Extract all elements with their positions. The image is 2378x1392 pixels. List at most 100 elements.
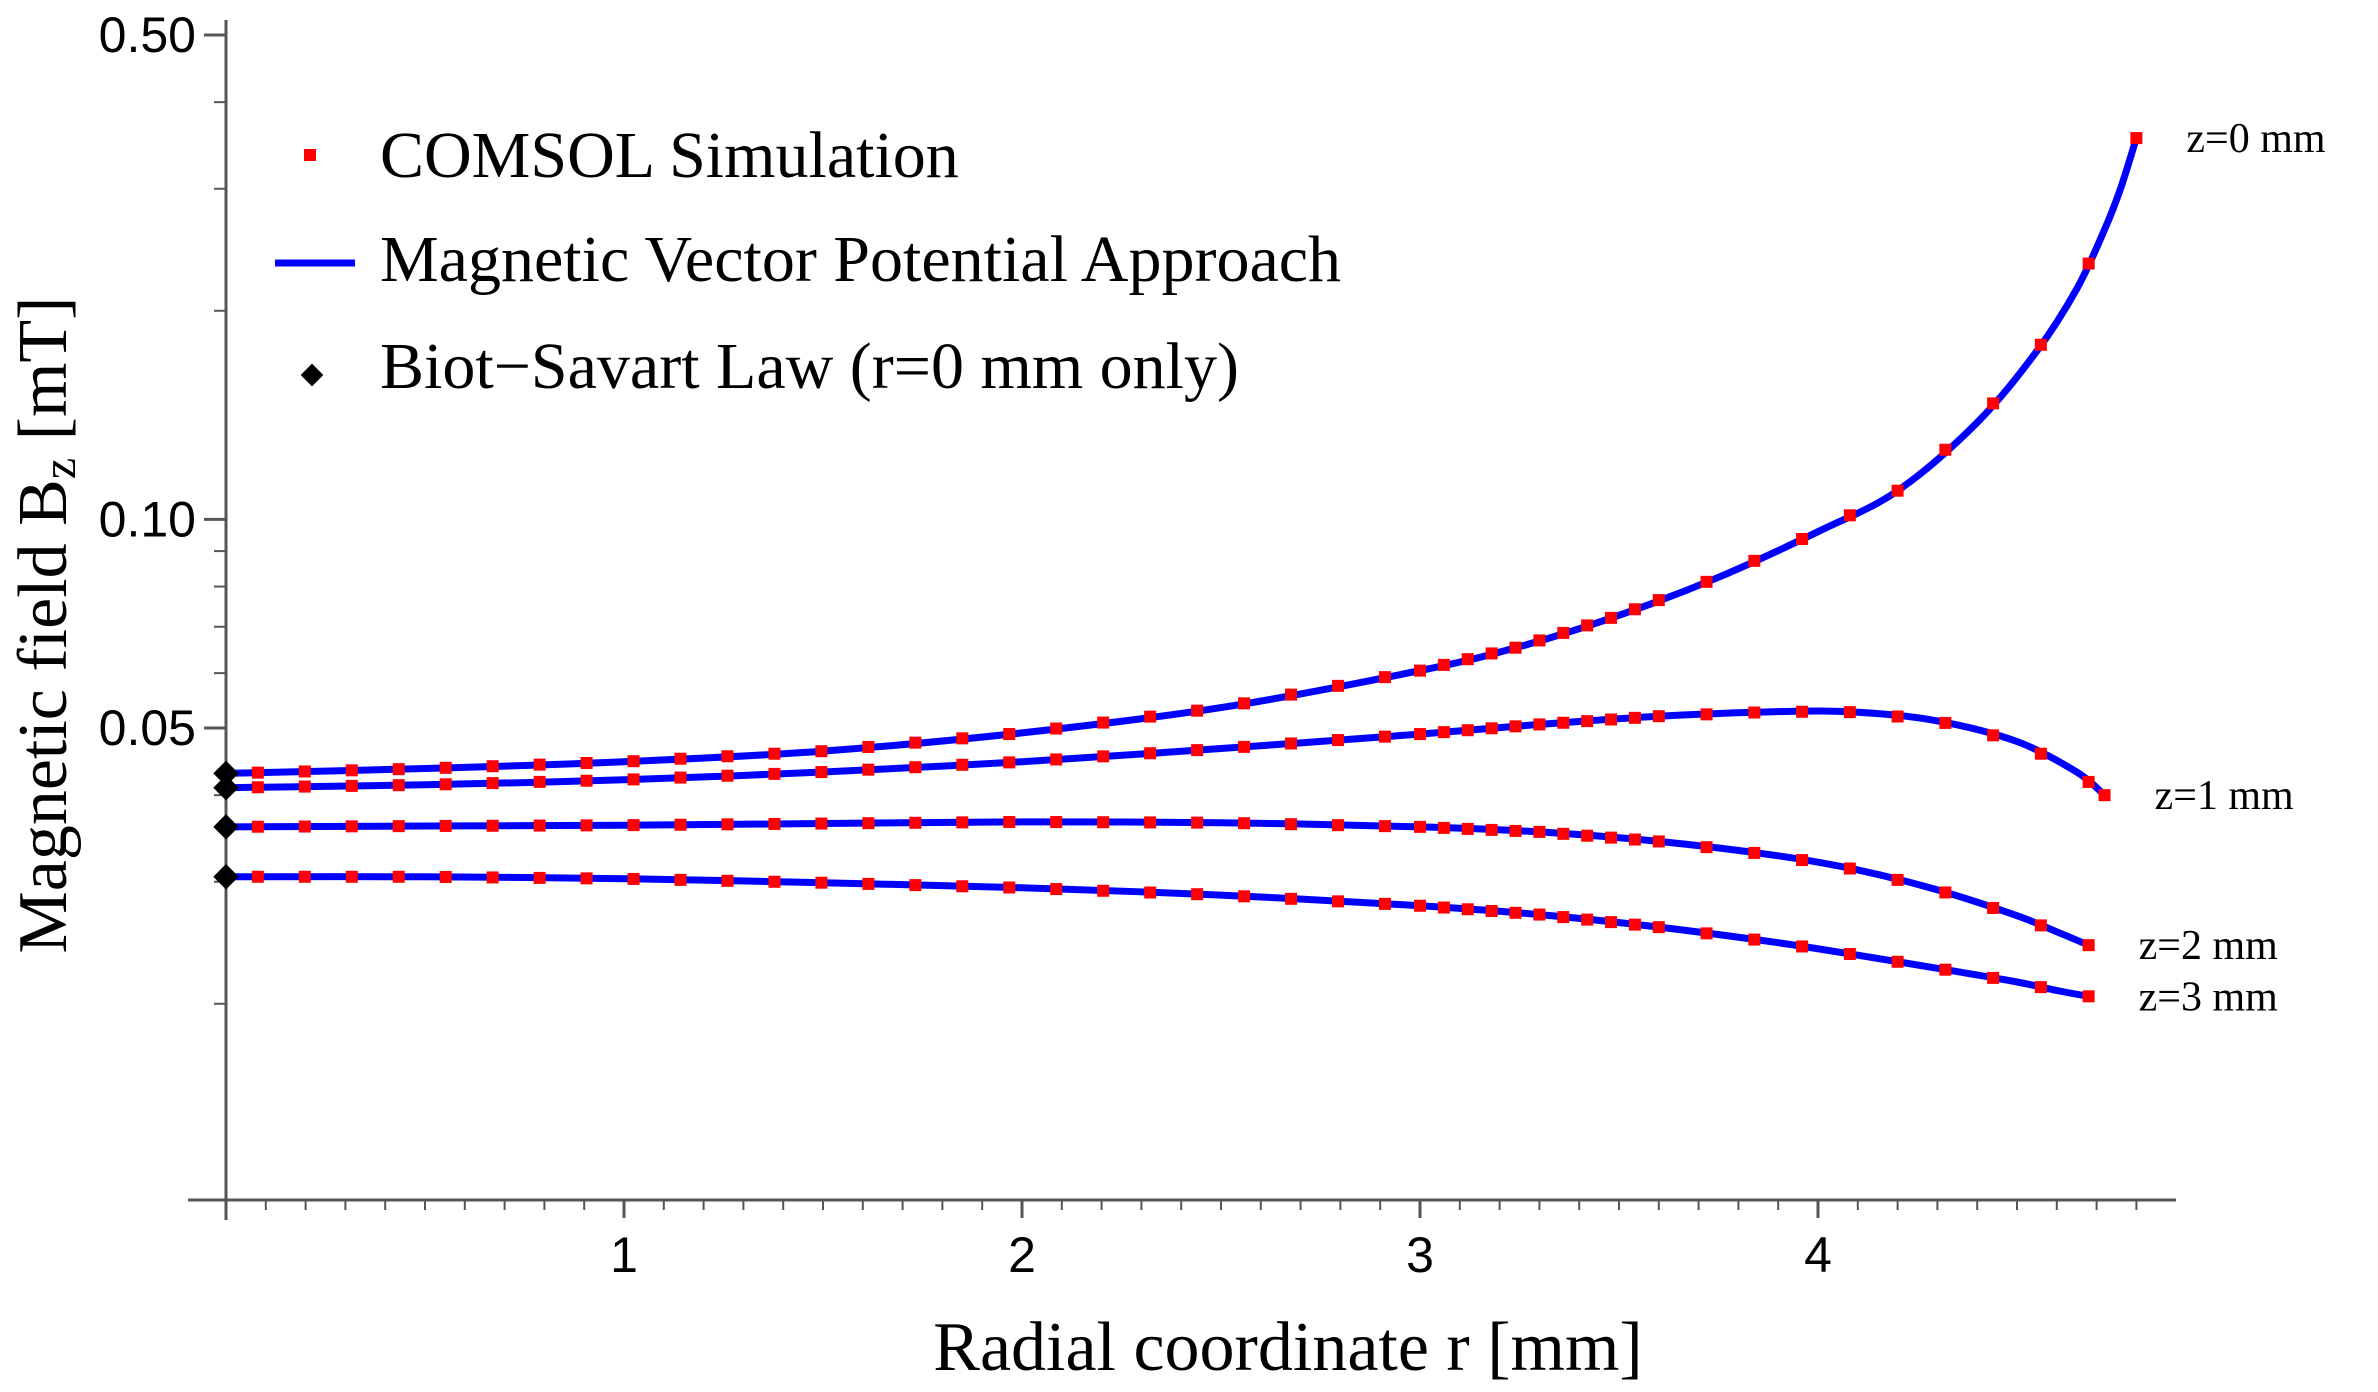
comsol-point <box>1097 884 1110 897</box>
comsol-point <box>1700 927 1713 940</box>
comsol-point <box>345 870 358 883</box>
comsol-point <box>1485 823 1498 836</box>
comsol-point <box>2082 775 2095 788</box>
comsol-point <box>1509 906 1522 919</box>
comsol-point <box>1700 841 1713 854</box>
comsol-point <box>909 761 922 774</box>
comsol-point <box>674 818 687 831</box>
comsol-point <box>862 877 875 890</box>
legend-biot-marker <box>300 363 324 387</box>
comsol-point <box>1144 886 1157 899</box>
comsol-point <box>580 819 593 832</box>
comsol-point <box>1509 824 1522 837</box>
comsol-point <box>627 773 640 786</box>
curve-labels: z=0 mm z=1 mm z=2 mm z=3 mm <box>2139 116 2326 1020</box>
y-tick-label: 0.50 <box>99 7 196 63</box>
comsol-point <box>1796 854 1809 867</box>
comsol-point <box>2034 338 2047 351</box>
comsol-point <box>1414 728 1426 741</box>
legend-biot-label: Biot−Savart Law (r=0 mm only) <box>380 330 1239 403</box>
comsol-point <box>1285 737 1298 750</box>
x-tick-label: 4 <box>1804 1227 1832 1283</box>
comsol-point <box>1939 716 1952 729</box>
comsol-point <box>439 870 452 883</box>
comsol-point <box>956 880 969 893</box>
comsol-point <box>1939 963 1952 976</box>
comsol-point <box>2082 257 2095 270</box>
comsol-point <box>956 816 969 829</box>
x-tick-label: 3 <box>1406 1227 1434 1283</box>
comsol-point <box>1891 710 1904 723</box>
comsol-point <box>1332 819 1345 832</box>
comsol-point <box>486 819 499 832</box>
comsol-point <box>2082 939 2095 952</box>
comsol-point <box>1843 947 1856 960</box>
biot-savart-point <box>213 814 239 840</box>
comsol-point <box>1748 554 1761 567</box>
comsol-point <box>1485 722 1498 735</box>
comsol-point <box>1700 708 1713 721</box>
x-axis-title: Radial coordinate r [mm] <box>933 1309 1642 1386</box>
comsol-point <box>298 820 311 833</box>
comsol-point <box>1003 728 1016 741</box>
comsol-point <box>1628 603 1641 616</box>
comsol-point <box>1461 724 1474 737</box>
comsol-point <box>251 820 264 833</box>
comsol-point <box>1557 911 1570 924</box>
comsol-point <box>2130 132 2143 145</box>
comsol-point <box>1987 397 2000 410</box>
legend: COMSOL Simulation Magnetic Vector Potent… <box>275 119 1341 403</box>
comsol-point <box>1605 611 1618 624</box>
curve-label: z=3 mm <box>2139 974 2278 1020</box>
comsol-point <box>1285 688 1298 701</box>
comsol-point <box>1628 833 1641 846</box>
comsol-point <box>1378 730 1391 743</box>
biot-savart-point <box>213 760 239 787</box>
comsol-point <box>1414 664 1426 677</box>
comsol-point <box>1509 720 1522 733</box>
comsol-point <box>909 736 922 749</box>
comsol-point <box>1191 704 1204 717</box>
comsol-point <box>251 870 264 883</box>
comsol-point <box>721 874 734 887</box>
comsol-point <box>1437 726 1450 739</box>
comsol-point <box>1097 716 1110 729</box>
comsol-point <box>1285 892 1298 905</box>
comsol-point <box>1378 671 1391 684</box>
y-axis-title: Magnetic field Bz [mT] <box>5 297 86 954</box>
comsol-point <box>1557 716 1570 729</box>
biot-savart-point <box>213 864 239 890</box>
axes <box>188 20 2176 1220</box>
x-tick-label: 2 <box>1008 1227 1036 1283</box>
comsol-point <box>1652 835 1665 848</box>
comsol-point <box>1796 705 1809 718</box>
comsol-point <box>251 781 264 794</box>
legend-mvp-label: Magnetic Vector Potential Approach <box>380 223 1341 296</box>
comsol-point <box>674 752 687 765</box>
comsol-point <box>1796 532 1809 545</box>
comsol-point <box>1652 710 1665 723</box>
comsol-point <box>1437 658 1450 671</box>
comsol-point <box>815 817 828 830</box>
y-axis-title-subscript: z <box>33 458 86 479</box>
comsol-point <box>1332 895 1345 908</box>
series-line-z2 <box>222 818 2093 949</box>
comsol-point <box>1238 817 1251 830</box>
comsol-point <box>1050 883 1063 896</box>
comsol-point <box>1628 711 1641 724</box>
comsol-point <box>627 872 640 885</box>
comsol-point <box>533 819 546 832</box>
comsol-point <box>862 740 875 753</box>
comsol-point <box>627 819 640 832</box>
comsol-point <box>1461 653 1474 666</box>
comsol-point <box>2082 990 2095 1003</box>
comsol-point <box>1843 862 1856 875</box>
comsol-point <box>909 816 922 829</box>
comsol-point <box>1050 753 1063 766</box>
comsol-point <box>2098 789 2111 802</box>
comsol-point <box>1557 626 1570 639</box>
comsol-point <box>1191 744 1204 757</box>
comsol-point <box>815 745 828 758</box>
ticks: 1 2 3 4 0.05 0.10 0.50 <box>99 7 2138 1283</box>
comsol-point <box>768 747 781 760</box>
